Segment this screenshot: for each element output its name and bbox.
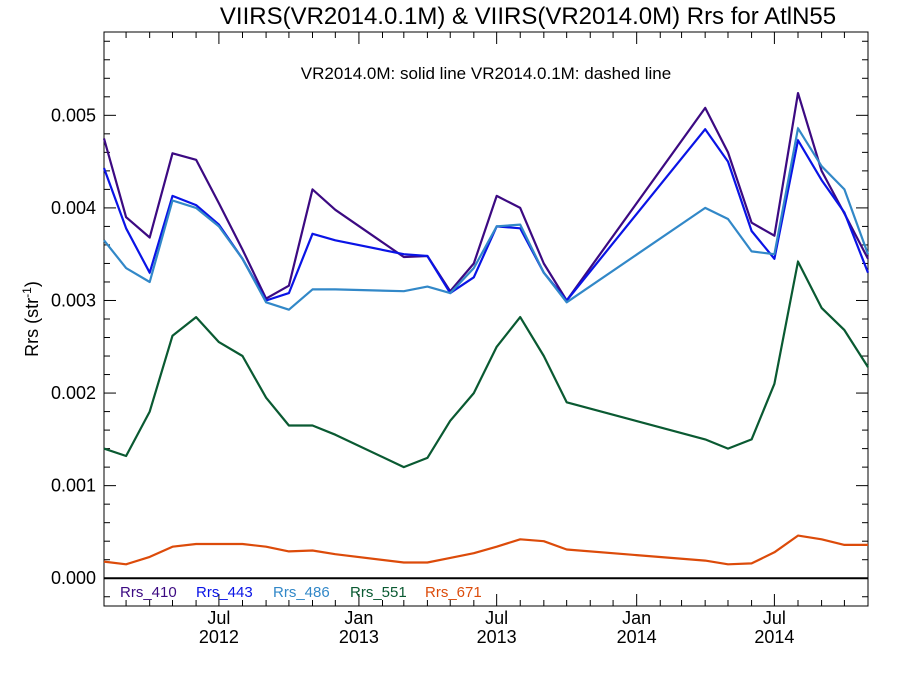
y-axis: 0.000 0.001 0.002 0.003 0.004 0.005 bbox=[51, 40, 868, 598]
legend-entry-rrs-486: Rrs_486 bbox=[273, 584, 330, 601]
series-lines bbox=[102, 91, 870, 566]
y-tick-label: 0.002 bbox=[51, 383, 96, 403]
y-tick-label: 0.005 bbox=[51, 105, 96, 125]
series-dashed-rrs-410 bbox=[103, 92, 869, 302]
legend-entry-rrs-671: Rrs_671 bbox=[425, 584, 482, 601]
y-tick-label: 0.004 bbox=[51, 198, 96, 218]
y-tick-label: 0.000 bbox=[51, 568, 96, 588]
series-line-rrs-443 bbox=[102, 128, 870, 302]
x-tick-label-year: 2013 bbox=[477, 627, 517, 647]
x-tick-label-month: Jul bbox=[763, 608, 786, 628]
series-line-rrs-486 bbox=[103, 127, 870, 311]
y-axis-label-suffix: ) bbox=[22, 281, 42, 287]
plot-frame bbox=[103, 31, 869, 607]
y-tick-label: 0.001 bbox=[51, 476, 96, 496]
legend-entry-rrs-410: Rrs_410 bbox=[120, 584, 177, 601]
x-tick-label-month: Jul bbox=[207, 608, 230, 628]
series-dashed-rrs-671 bbox=[103, 534, 868, 566]
y-axis-label-main: Rrs (str bbox=[22, 298, 42, 357]
legend: Rrs_410 Rrs_443 Rrs_486 Rrs_551 Rrs_671 bbox=[120, 584, 482, 601]
series-dashed-rrs-551 bbox=[103, 259, 869, 468]
y-axis-label: Rrs (str-1) bbox=[20, 281, 42, 357]
series-line-rrs-410 bbox=[102, 91, 869, 302]
y-tick-label: 0.003 bbox=[51, 290, 96, 310]
x-tick-label-month: Jan bbox=[344, 608, 373, 628]
x-tick-label-month: Jul bbox=[485, 608, 508, 628]
series-dashed-rrs-443 bbox=[103, 128, 869, 302]
chart-title: VIIRS(VR2014.0.1M) & VIIRS(VR2014.0M) Rr… bbox=[220, 3, 836, 30]
x-tick-label-month: Jan bbox=[622, 608, 651, 628]
y-axis-label-sup: -1 bbox=[20, 287, 34, 298]
chart-subtitle: VR2014.0M: solid line VR2014.0.1M: dashe… bbox=[301, 64, 671, 83]
x-tick-label-year: 2012 bbox=[199, 627, 239, 647]
x-tick-label-year: 2013 bbox=[339, 627, 379, 647]
x-tick-label-year: 2014 bbox=[754, 627, 794, 647]
series-dashed-rrs-486 bbox=[103, 126, 869, 311]
x-tick-label-year: 2014 bbox=[617, 627, 657, 647]
legend-entry-rrs-443: Rrs_443 bbox=[196, 584, 253, 601]
legend-entry-rrs-551: Rrs_551 bbox=[350, 584, 407, 601]
